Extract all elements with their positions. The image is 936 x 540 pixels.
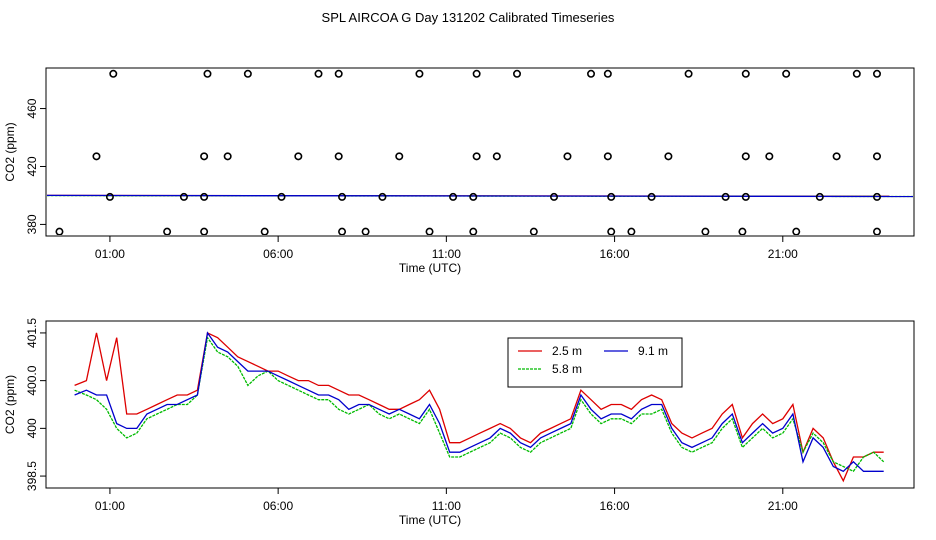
data-point xyxy=(513,69,522,78)
data-point xyxy=(469,192,478,201)
data-point xyxy=(243,69,252,78)
data-point xyxy=(415,69,424,78)
y-axis-label: CO2 (ppm) xyxy=(3,122,17,181)
plot-frame xyxy=(45,320,915,489)
data-point xyxy=(472,69,481,78)
y-tick-label: 400 xyxy=(25,418,39,438)
data-point xyxy=(529,227,538,235)
data-point xyxy=(872,227,881,235)
data-point xyxy=(664,152,673,161)
y-axis-label: CO2 (ppm) xyxy=(3,375,17,434)
x-tick-label: 16:00 xyxy=(600,499,630,513)
series-line-5-8-m xyxy=(74,336,885,473)
y-tick-label: 460 xyxy=(25,98,39,118)
data-point xyxy=(260,227,269,235)
data-point xyxy=(872,69,881,78)
data-point xyxy=(647,192,656,201)
x-tick-label: 11:00 xyxy=(432,499,461,513)
x-tick-label: 01:00 xyxy=(95,499,125,513)
data-point xyxy=(832,152,841,161)
data-point xyxy=(872,192,881,201)
data-point xyxy=(607,192,616,201)
legend-label: 2.5 m xyxy=(552,344,582,358)
data-point xyxy=(361,227,370,235)
data-point xyxy=(395,152,404,161)
data-point xyxy=(334,152,343,161)
data-point xyxy=(163,227,172,235)
legend-label: 9.1 m xyxy=(638,344,668,358)
x-tick-label: 11:00 xyxy=(432,247,461,261)
data-point xyxy=(721,192,730,201)
series-line-9-1-m xyxy=(74,331,884,473)
data-point xyxy=(603,69,612,78)
data-point xyxy=(200,152,209,161)
data-point xyxy=(378,192,387,201)
data-point xyxy=(338,227,347,235)
series-line-9-1-m xyxy=(47,194,913,198)
x-tick-label: 06:00 xyxy=(263,247,293,261)
data-point xyxy=(741,192,750,201)
timeseries-panel-2: 01:00 06:00 11:00 16:00 21:00 398.5 400 400.0 40… xyxy=(3,318,915,527)
y-tick-label: 401.5 xyxy=(25,318,39,348)
chart-title: SPL AIRCOA G Day 131202 Calibrated Times… xyxy=(322,10,615,25)
x-tick-label: 01:00 xyxy=(95,247,125,261)
y-tick-label: 400.0 xyxy=(25,365,39,395)
data-point xyxy=(338,192,347,201)
data-point xyxy=(563,152,572,161)
legend-label: 5.8 m xyxy=(552,362,582,376)
data-point xyxy=(741,69,750,78)
x-tick-label: 21:00 xyxy=(768,499,798,513)
plot-area xyxy=(74,331,885,483)
y-tick-label: 380 xyxy=(25,214,39,234)
data-point xyxy=(425,227,434,235)
data-point xyxy=(334,69,343,78)
data-point xyxy=(627,227,636,235)
data-point xyxy=(741,152,750,161)
data-point xyxy=(492,152,501,161)
data-point xyxy=(469,227,478,235)
data-point xyxy=(782,69,791,78)
data-point xyxy=(200,192,209,201)
x-tick-label: 16:00 xyxy=(600,247,630,261)
data-point xyxy=(603,152,612,161)
timeseries-panel-1: 01:00 06:00 11:00 16:00 21:00 380 420 460 Time (… xyxy=(3,67,915,275)
data-point xyxy=(277,192,286,201)
legend: 2.5 m 5.8 m 9.1 m xyxy=(507,337,683,388)
data-point xyxy=(294,152,303,161)
x-axis-label: Time (UTC) xyxy=(399,513,461,527)
data-point xyxy=(200,227,209,235)
data-point xyxy=(738,227,747,235)
plot-frame xyxy=(45,67,915,237)
plot-area xyxy=(47,69,913,235)
data-point xyxy=(815,192,824,201)
series-line-2-5-m xyxy=(74,331,884,483)
x-tick-label: 21:00 xyxy=(768,247,798,261)
data-point xyxy=(684,69,693,78)
data-point xyxy=(472,152,481,161)
x-tick-label: 06:00 xyxy=(263,499,293,513)
y-tick-label: 420 xyxy=(25,156,39,176)
data-point xyxy=(587,69,596,78)
data-point xyxy=(179,192,188,201)
data-point xyxy=(223,152,232,161)
data-point xyxy=(449,192,458,201)
data-point xyxy=(105,192,114,201)
data-point xyxy=(92,152,101,161)
data-point xyxy=(872,152,881,161)
data-point xyxy=(55,227,64,235)
data-point xyxy=(852,69,861,78)
y-tick-label: 398.5 xyxy=(25,461,39,491)
data-point xyxy=(792,227,801,235)
data-point xyxy=(765,152,774,161)
legend-box xyxy=(507,337,683,388)
data-point xyxy=(314,69,323,78)
data-point xyxy=(701,227,710,235)
x-axis-label: Time (UTC) xyxy=(399,261,461,275)
data-point xyxy=(550,192,559,201)
data-point xyxy=(607,227,616,235)
data-point xyxy=(109,69,118,78)
data-point xyxy=(203,69,212,78)
